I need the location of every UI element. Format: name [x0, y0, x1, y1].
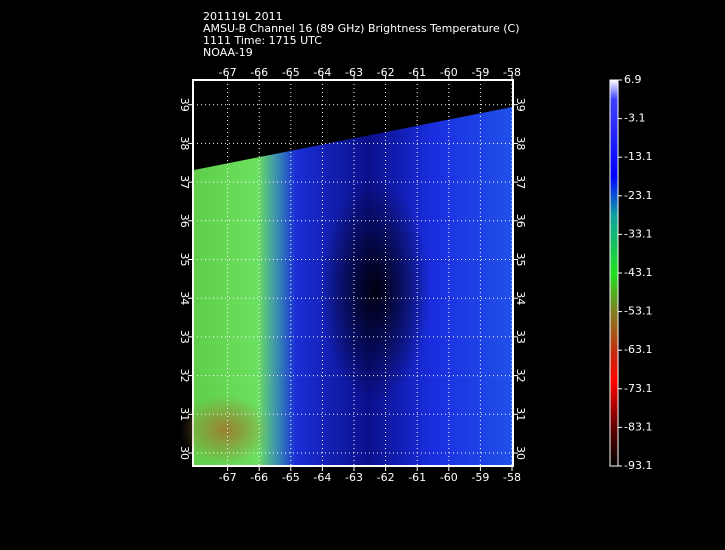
header-line: NOAA-19 — [203, 46, 253, 59]
lon-label: -60 — [440, 471, 458, 484]
lon-label: -62 — [377, 471, 395, 484]
lon-label: -61 — [408, 471, 426, 484]
header-line: 201119L 2011 — [203, 10, 283, 23]
lat-label: 32 — [178, 369, 191, 383]
lon-label: -60 — [440, 66, 458, 79]
lon-label: -59 — [471, 66, 489, 79]
lat-label: 34 — [514, 291, 527, 305]
lon-label: -66 — [250, 471, 268, 484]
colorbar-label: -83.1 — [624, 420, 652, 433]
lat-label: 37 — [514, 175, 527, 189]
lat-label: 36 — [178, 214, 191, 228]
colorbar-label: -13.1 — [624, 150, 652, 163]
lat-label: 31 — [178, 407, 191, 421]
lon-label: -58 — [503, 471, 521, 484]
lat-label: 35 — [514, 253, 527, 267]
lon-label: -61 — [408, 66, 426, 79]
lat-label: 39 — [178, 98, 191, 112]
warm-area — [180, 395, 270, 465]
colorbar-label: -33.1 — [624, 227, 652, 240]
lon-label: -67 — [219, 471, 237, 484]
lat-label: 33 — [178, 330, 191, 344]
lat-label: 37 — [178, 175, 191, 189]
dark-core — [320, 180, 430, 400]
colorbar-label: -63.1 — [624, 343, 652, 356]
lon-label: -62 — [377, 66, 395, 79]
lat-label: 30 — [178, 446, 191, 460]
header-line: AMSU-B Channel 16 (89 GHz) Brightness Te… — [203, 22, 520, 35]
lat-label: 38 — [514, 136, 527, 150]
lat-label: 30 — [514, 446, 527, 460]
header-line: 1111 Time: 1715 UTC — [203, 34, 322, 47]
lon-label: -65 — [282, 66, 300, 79]
lat-label: 38 — [178, 136, 191, 150]
lon-label: -67 — [219, 66, 237, 79]
lat-label: 36 — [514, 214, 527, 228]
lat-label: 39 — [514, 98, 527, 112]
colorbar-label: -23.1 — [624, 189, 652, 202]
colorbar-label: -73.1 — [624, 382, 652, 395]
lon-label: -65 — [282, 471, 300, 484]
colorbar-label: -43.1 — [624, 266, 652, 279]
colorbar-label: 6.9 — [624, 73, 642, 86]
colorbar-label: -93.1 — [624, 459, 652, 472]
lon-label: -63 — [345, 66, 363, 79]
lon-label: -66 — [250, 66, 268, 79]
lon-label: -63 — [345, 471, 363, 484]
colorbar-label: -53.1 — [624, 305, 652, 318]
lon-label: -64 — [313, 471, 331, 484]
colorbar-label: -3.1 — [624, 112, 645, 125]
lat-label: 34 — [178, 291, 191, 305]
lat-label: 31 — [514, 407, 527, 421]
lon-label: -58 — [503, 66, 521, 79]
colorbar — [609, 79, 619, 467]
lon-label: -59 — [471, 471, 489, 484]
lat-label: 33 — [514, 330, 527, 344]
lat-label: 35 — [178, 253, 191, 267]
lon-label: -64 — [313, 66, 331, 79]
lat-label: 32 — [514, 369, 527, 383]
